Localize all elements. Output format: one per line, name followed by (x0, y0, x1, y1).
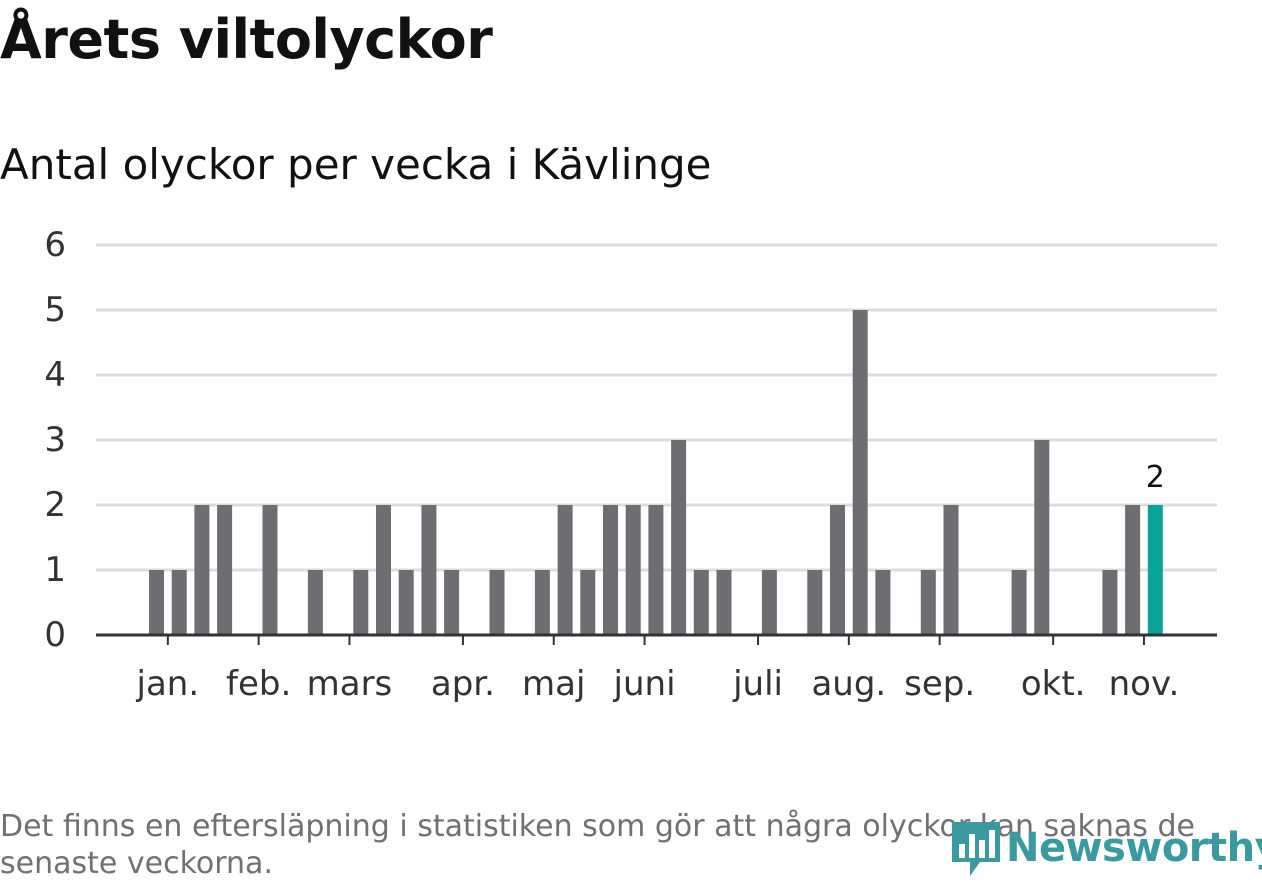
bar (1034, 440, 1050, 635)
bar-current-week (1147, 505, 1163, 635)
bar (603, 505, 618, 635)
y-axis-ticks: 0 1 2 3 4 5 6 (44, 225, 66, 655)
x-axis-ticks: jan. feb. mars apr. maj juni juli aug. sep. okt. n… (136, 635, 1180, 704)
bar (534, 570, 550, 635)
bar (262, 505, 278, 635)
bar (171, 570, 187, 635)
brand-logo: Newsworthy (950, 818, 1262, 878)
y-tick-label: 1 (44, 550, 66, 590)
bar (716, 570, 732, 635)
bar (693, 570, 709, 635)
bar (489, 570, 505, 635)
chart-subtitle: Antal olyckor per vecka i Kävlinge (0, 140, 712, 189)
bar (943, 505, 959, 635)
newsworthy-logo-icon (952, 822, 1000, 876)
bar (398, 570, 414, 635)
x-tick-label: juni (613, 664, 676, 704)
bar (444, 570, 460, 635)
x-tick-label: mars (307, 664, 393, 704)
bar (194, 505, 210, 635)
x-tick-label: juli (732, 664, 783, 704)
brand-name: Newsworthy (1006, 825, 1262, 871)
bar (580, 570, 596, 635)
bar (557, 505, 573, 635)
bar (852, 310, 868, 635)
bar (648, 505, 664, 635)
x-tick-label: maj (522, 664, 585, 704)
bar (625, 505, 641, 635)
y-tick-label: 0 (44, 615, 66, 655)
x-tick-label: nov. (1109, 664, 1180, 704)
y-tick-label: 4 (44, 355, 66, 395)
bar (807, 570, 823, 635)
bar (421, 505, 437, 635)
chart-title: Årets viltolyckor (0, 8, 493, 71)
y-tick-label: 6 (44, 225, 66, 265)
bar (307, 570, 323, 635)
x-tick-label: okt. (1021, 664, 1086, 704)
bar (761, 570, 777, 635)
bar (1011, 570, 1027, 635)
y-tick-label: 3 (44, 420, 66, 460)
bar (1102, 570, 1118, 635)
y-tick-label: 2 (44, 485, 66, 525)
data-label-current-week: 2 (1146, 460, 1165, 495)
bar (875, 570, 891, 635)
bar (1125, 505, 1141, 635)
bars (149, 310, 1163, 635)
bar (920, 570, 936, 635)
x-tick-label: apr. (431, 664, 495, 704)
x-tick-label: feb. (226, 664, 291, 704)
bar (353, 570, 369, 635)
bar (830, 505, 845, 635)
data-labels: 2 (1146, 460, 1165, 495)
bar (217, 505, 233, 635)
y-tick-label: 5 (44, 290, 66, 330)
bar (376, 505, 391, 635)
x-tick-label: sep. (904, 664, 975, 704)
x-tick-label: jan. (136, 664, 200, 704)
bar (671, 440, 687, 635)
x-tick-label: aug. (811, 664, 886, 704)
bar (149, 570, 164, 635)
